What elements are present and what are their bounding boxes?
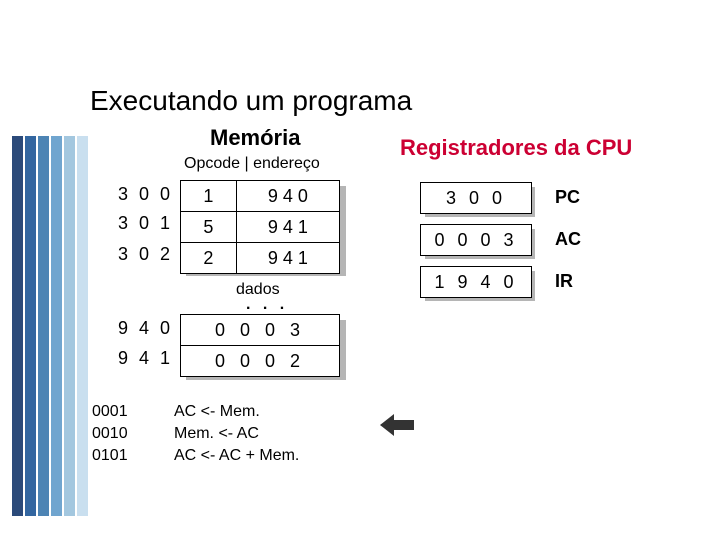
reg-name-ac: AC [555, 229, 581, 250]
reg-name-ir: IR [555, 271, 573, 292]
reg-value-ir: 1 9 4 0 [420, 266, 532, 298]
memory-columns-header: Opcode | endereço [184, 155, 320, 173]
legend-descriptions: AC <- Mem. Mem. <- AC AC <- AC + Mem. [174, 401, 299, 467]
vbar-3 [51, 136, 62, 516]
mem-operand-2: 9 4 1 [236, 243, 339, 274]
data-addr-1: 9 4 1 [118, 348, 173, 369]
vbar-0 [12, 136, 23, 516]
slide-root: Executando um programa Memória Opcode | … [0, 0, 720, 540]
data-row-1: 0 0 0 2 [181, 346, 340, 377]
mem-operand-1: 9 4 1 [236, 212, 339, 243]
legend-desc-0: AC <- Mem. [174, 401, 299, 423]
data-row-0: 0 0 0 3 [181, 315, 340, 346]
mem-operand-0: 9 4 0 [236, 181, 339, 212]
slide-title: Executando um programa [90, 85, 412, 117]
data-table: 0 0 0 3 0 0 0 2 [180, 314, 340, 377]
vbar-4 [64, 136, 75, 516]
legend-codes: 0001 0010 0101 [92, 401, 128, 467]
reg-value-pc: 3 0 0 [420, 182, 532, 214]
reg-value-ac: 0 0 0 3 [420, 224, 532, 256]
legend-desc-2: AC <- AC + Mem. [174, 445, 299, 467]
reg-row-ir: 1 9 4 0 [420, 266, 532, 298]
mem-opcode-0: 1 [181, 181, 237, 212]
legend-code-2: 0101 [92, 445, 128, 467]
mem-addr-2: 3 0 2 [118, 244, 173, 265]
mem-row-0: 1 9 4 0 [181, 181, 340, 212]
mem-opcode-2: 2 [181, 243, 237, 274]
reg-name-pc: PC [555, 187, 580, 208]
memory-table-grid: 1 9 4 0 5 9 4 1 2 9 4 1 [180, 180, 340, 274]
mem-row-2: 2 9 4 1 [181, 243, 340, 274]
legend-code-1: 0010 [92, 423, 128, 445]
vbar-1 [25, 136, 36, 516]
data-table-grid: 0 0 0 3 0 0 0 2 [180, 314, 340, 377]
memory-table: 1 9 4 0 5 9 4 1 2 9 4 1 [180, 180, 340, 274]
dots-label: . . . [246, 296, 288, 314]
legend-code-0: 0001 [92, 401, 128, 423]
vbar-2 [38, 136, 49, 516]
left-arrow-icon [380, 414, 414, 441]
mem-opcode-1: 5 [181, 212, 237, 243]
legend-desc-1: Mem. <- AC [174, 423, 299, 445]
mem-addr-0: 3 0 0 [118, 184, 173, 205]
mem-row-1: 5 9 4 1 [181, 212, 340, 243]
data-value-0: 0 0 0 3 [181, 315, 340, 346]
data-value-1: 0 0 0 2 [181, 346, 340, 377]
mem-addr-1: 3 0 1 [118, 213, 173, 234]
memory-heading: Memória [210, 125, 300, 151]
registers-heading: Registradores da CPU [400, 135, 632, 161]
vbar-5 [77, 136, 88, 516]
reg-row-ac: 0 0 0 3 [420, 224, 532, 256]
reg-row-pc: 3 0 0 [420, 182, 532, 214]
data-addr-0: 9 4 0 [118, 318, 173, 339]
